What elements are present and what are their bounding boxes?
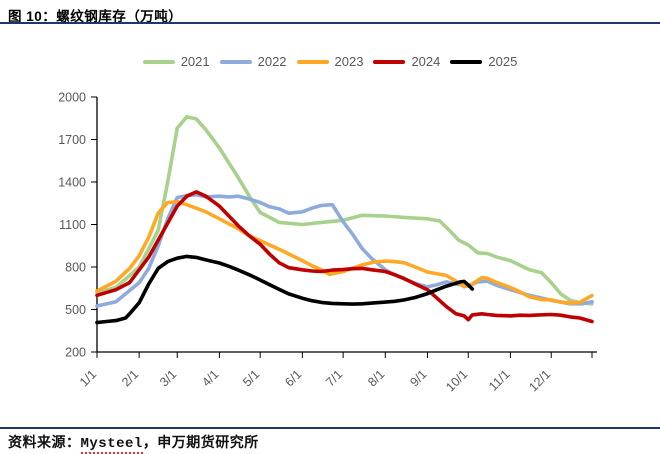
legend-item-2023: 2023 <box>296 54 364 69</box>
figure-title: 图 10：螺纹钢库存（万吨） <box>8 9 183 24</box>
x-axis-tick-label: 6/1 <box>282 367 304 389</box>
y-axis-tick-label: 2000 <box>58 91 86 105</box>
legend-label: 2021 <box>180 54 210 69</box>
x-axis-tick-label: 4/1 <box>199 367 221 389</box>
legend-label: 2024 <box>411 54 441 69</box>
legend-swatch-2021 <box>142 59 175 64</box>
x-axis-tick-label: 8/1 <box>365 367 387 389</box>
x-axis-tick-label: 1/1 <box>77 367 99 389</box>
x-axis-tick-label: 9/1 <box>407 367 429 389</box>
source-suffix: ，申万期货研究所 <box>142 434 259 450</box>
legend-label: 2023 <box>334 54 364 69</box>
x-axis-tick-label: 5/1 <box>240 367 262 389</box>
source-prefix: 资料来源： <box>8 434 81 450</box>
source-line: 资料来源：Mysteel，申万期货研究所 <box>8 432 259 454</box>
legend-swatch-2023 <box>296 59 329 64</box>
x-axis-tick-label: 11/1 <box>486 367 512 393</box>
chart-area: 200 500 800 1100 1400 1700 2000 1/1 2/1 3/1 4/1 5/1… <box>0 85 660 420</box>
y-axis-tick-label: 800 <box>65 261 86 275</box>
y-axis-tick-label: 500 <box>65 303 86 317</box>
rebar-inventory-line-chart: 200 500 800 1100 1400 1700 2000 1/1 2/1 3/1 4/1 5/1… <box>58 91 597 394</box>
legend-swatch-2022 <box>219 59 252 64</box>
header-divider <box>0 22 660 24</box>
figure-header: 图 10：螺纹钢库存（万吨） <box>0 0 660 28</box>
x-axis-tick-label: 12/1 <box>526 367 553 394</box>
legend-item-2022: 2022 <box>219 54 287 69</box>
source-mysteel: Mysteel <box>80 436 143 454</box>
y-axis-tick-label: 1400 <box>58 176 86 190</box>
chart-legend: 2021 2022 2023 2024 2025 <box>0 54 660 69</box>
x-axis-tick-label: 2/1 <box>119 367 141 389</box>
footer-divider <box>0 427 660 429</box>
legend-swatch-2024 <box>373 59 406 64</box>
x-axis-tick-label: 10/1 <box>443 367 470 394</box>
y-axis-tick-label: 1700 <box>58 133 86 147</box>
x-axis-tick-label: 7/1 <box>323 367 345 389</box>
legend-item-2025: 2025 <box>450 54 517 69</box>
series-line-2021 <box>95 114 594 306</box>
series-line-2025 <box>95 254 475 325</box>
legend-label: 2025 <box>488 54 518 69</box>
series-line-2024 <box>95 190 594 324</box>
y-axis-tick-label: 200 <box>65 346 86 360</box>
x-axis-tick-label: 3/1 <box>157 367 179 389</box>
legend-item-2021: 2021 <box>142 54 210 69</box>
y-axis-tick-label: 1100 <box>59 218 86 232</box>
legend-swatch-2025 <box>450 59 483 64</box>
legend-item-2024: 2024 <box>373 54 440 69</box>
legend-label: 2022 <box>257 54 287 69</box>
